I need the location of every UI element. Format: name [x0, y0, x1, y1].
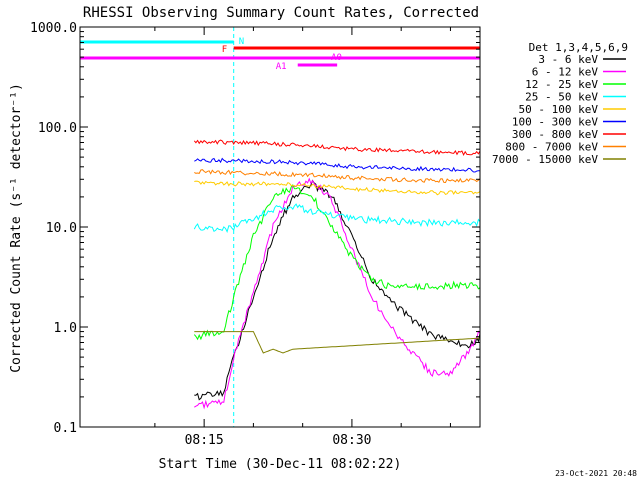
legend-label-6: 100 - 300 keV: [512, 116, 598, 129]
legend-label-9: 7000 - 15000 keV: [492, 153, 598, 166]
x-tick-label: 08:15: [185, 433, 224, 448]
chart-title: RHESSI Observing Summary Count Rates, Co…: [83, 5, 479, 21]
series-line-4: [193, 203, 481, 233]
y-tick-label: 10.0: [46, 221, 77, 236]
series-line-8: [194, 169, 481, 184]
legend-label-5: 50 - 100 keV: [519, 103, 599, 116]
legend-label-7: 300 - 800 keV: [512, 128, 598, 141]
x-axis-label: Start Time (30-Dec-11 08:02:22): [159, 457, 402, 472]
series-line-6: [194, 157, 480, 173]
status-bar-label-n: N: [239, 37, 244, 47]
series-line-9: [194, 331, 481, 354]
y-tick-label: 1000.0: [30, 21, 77, 36]
status-bar-label-a0: A0: [331, 53, 342, 63]
series-line-2: [194, 177, 481, 410]
y-tick-label: 100.0: [38, 121, 77, 136]
legend-title: Det 1,3,4,5,6,9: [529, 41, 628, 54]
y-tick-label: 1.0: [54, 321, 77, 336]
y-tick-label: 0.1: [54, 421, 77, 436]
status-bar-label-a1: A1: [276, 62, 287, 72]
legend-label-4: 25 - 50 keV: [525, 91, 598, 104]
plot-area: N F A0 A1 0.1 1.0 10.0 100.0 1000.0 08:15 08:30: [30, 21, 481, 448]
legend-label-2: 6 - 12 keV: [532, 66, 599, 79]
x-tick-label: 08:30: [332, 433, 371, 448]
series-line-3: [193, 184, 481, 341]
series-line-5: [194, 180, 481, 196]
footer-timestamp: 23-Oct-2021 20:48: [555, 469, 637, 478]
legend-label-8: 800 - 7000 keV: [505, 141, 598, 154]
series-line-7: [193, 139, 481, 156]
y-axis-label: Corrected Count Rate (s⁻¹ detector⁻¹): [9, 83, 24, 373]
legend-label-1: 3 - 6 keV: [538, 53, 598, 66]
legend-label-3: 12 - 25 keV: [525, 78, 598, 91]
status-bar-label-f: F: [222, 45, 227, 55]
